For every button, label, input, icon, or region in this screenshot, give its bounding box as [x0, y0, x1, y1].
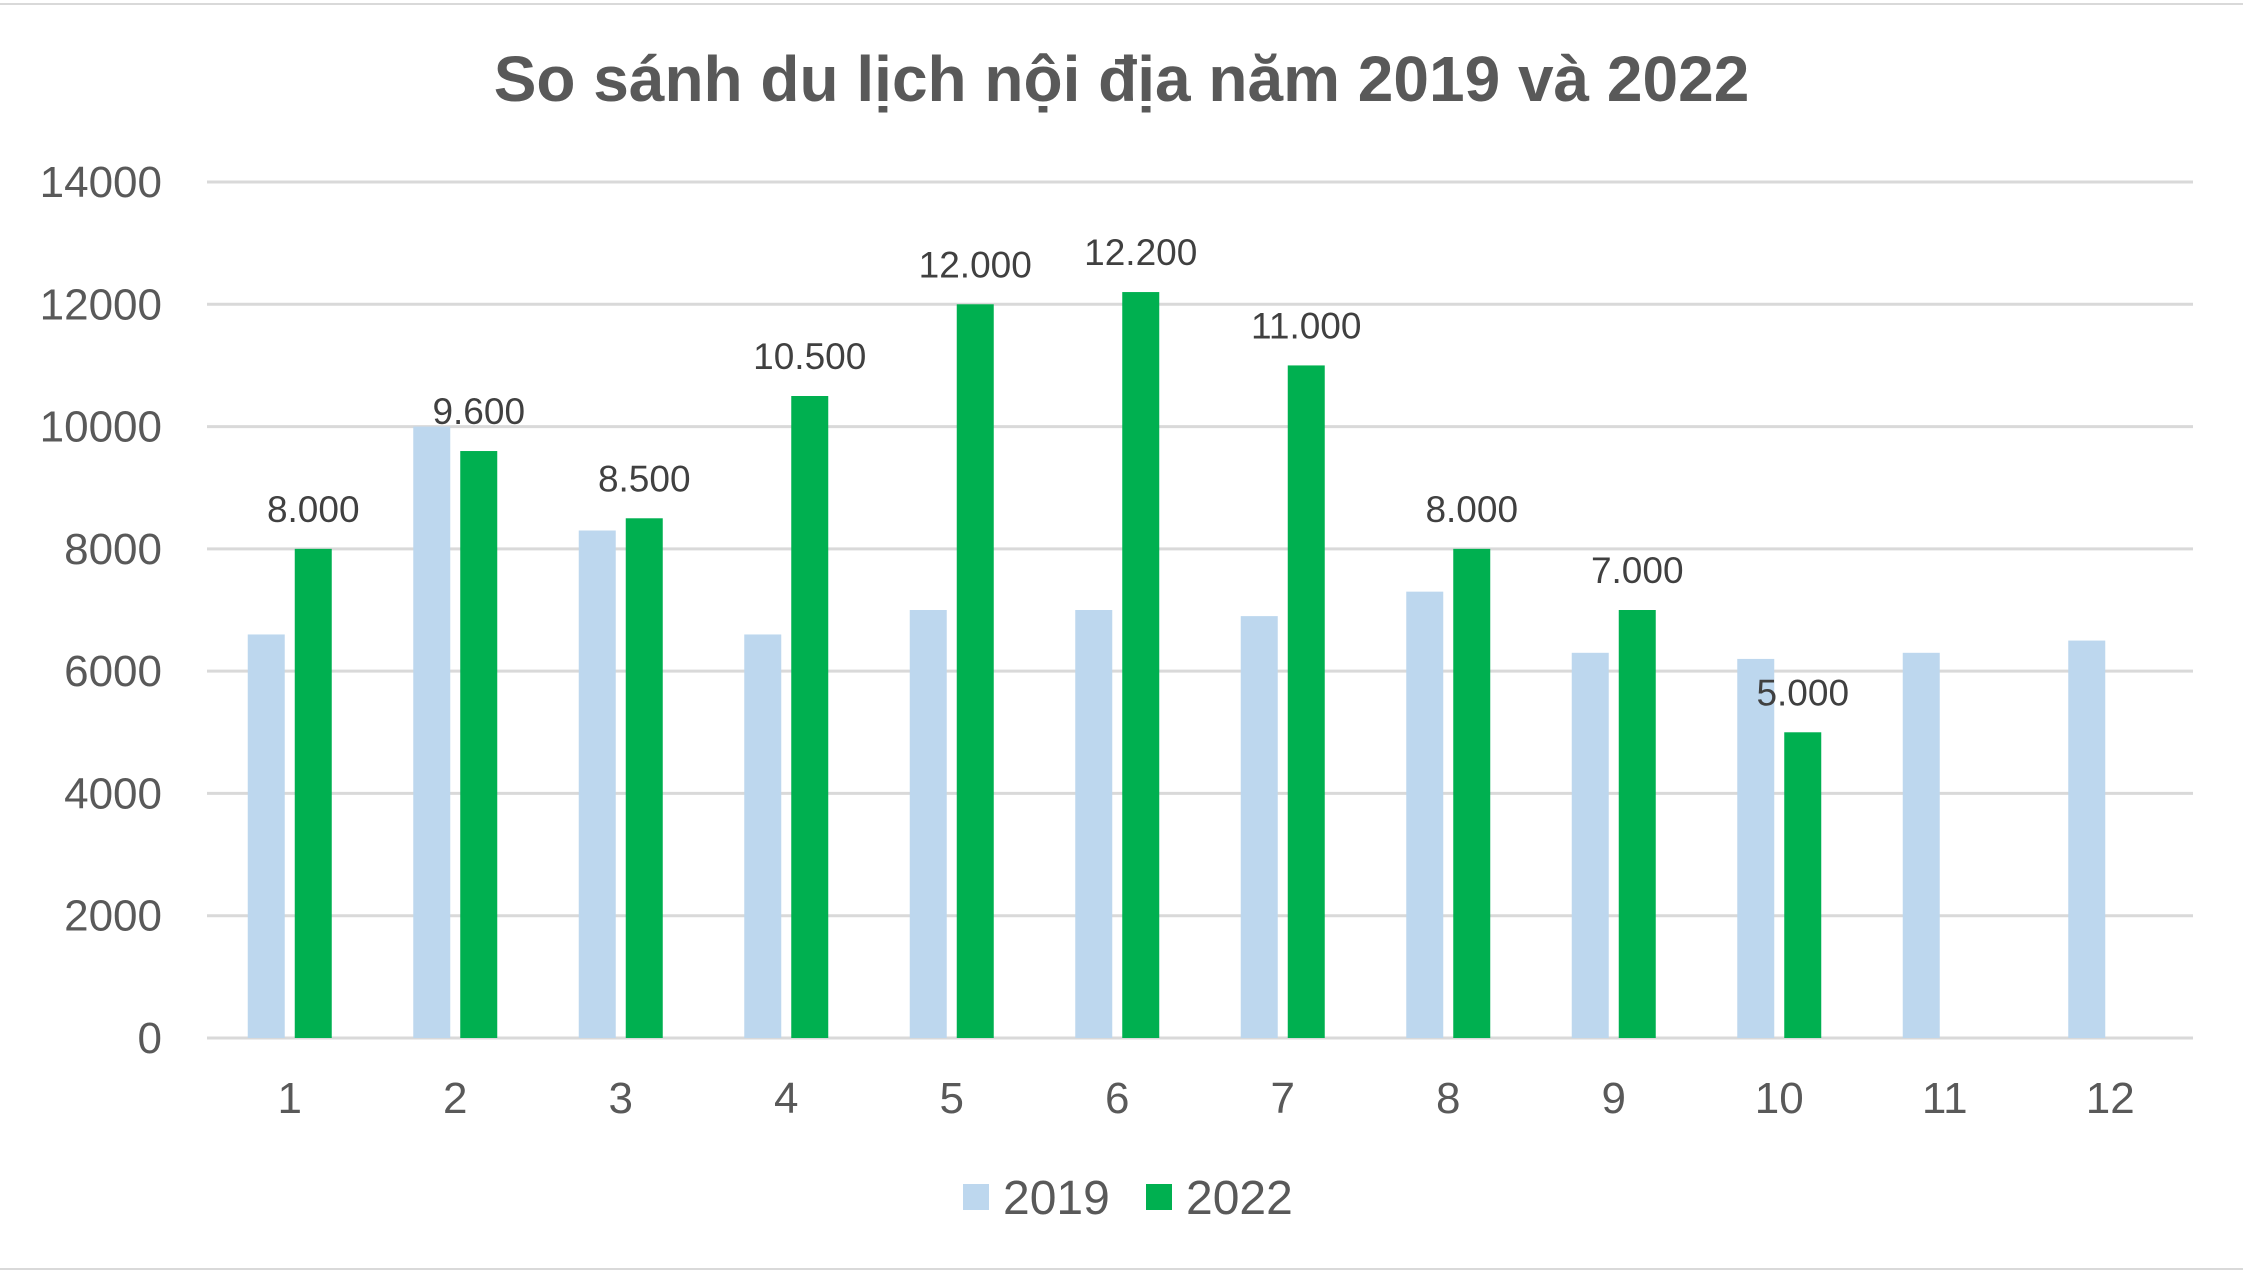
- bar-2022-9: [1618, 610, 1656, 1038]
- bar-2019-2: [413, 426, 451, 1039]
- y-tick-label: 6000: [64, 647, 162, 696]
- data-label-2022-10: 5.000: [1756, 672, 1849, 713]
- x-tick-label: 6: [1105, 1074, 1129, 1123]
- y-tick-label: 12000: [40, 280, 162, 329]
- data-label-2022-9: 7.000: [1591, 550, 1684, 591]
- x-tick-label: 7: [1271, 1074, 1295, 1123]
- bar-2019-3: [578, 530, 616, 1038]
- y-axis-ticks: 0 2000 4000 6000 8000 10000 12000 14000: [40, 158, 162, 1063]
- bar-2019-1: [247, 634, 285, 1038]
- data-label-2022-4: 10.500: [753, 336, 866, 377]
- x-axis-ticks: 1 2 3 4 5 6 7 8 9 10 11 12: [278, 1074, 2135, 1123]
- y-tick-label: 2000: [64, 892, 162, 941]
- bar-2019-8: [1406, 591, 1444, 1038]
- data-label-2022-7: 11.000: [1251, 305, 1361, 346]
- x-tick-label: 9: [1602, 1074, 1626, 1123]
- bar-2022-5: [956, 304, 994, 1038]
- data-label-2022-5: 12.000: [919, 244, 1032, 285]
- legend-swatch-2019: [963, 1184, 989, 1210]
- x-tick-label: 3: [609, 1074, 633, 1123]
- data-labels: 8.000 9.600 8.500 10.500 12.000 12.200 11.000 8…: [267, 232, 1849, 713]
- bar-2019-6: [1075, 610, 1113, 1038]
- bar-2022-7: [1287, 365, 1325, 1038]
- legend-label-2019: 2019: [1003, 1172, 1110, 1225]
- bar-2019-7: [1240, 616, 1278, 1038]
- gridlines: [207, 180, 2193, 1040]
- bar-2019-9: [1571, 652, 1609, 1038]
- bar-2022-6: [1122, 292, 1160, 1038]
- x-tick-label: 2: [443, 1074, 467, 1123]
- x-tick-label: 5: [940, 1074, 964, 1123]
- bar-2022-10: [1784, 732, 1822, 1038]
- bar-2022-1: [294, 548, 332, 1038]
- chart-title: So sánh du lịch nội địa năm 2019 và 2022: [493, 43, 1750, 115]
- bar-2022-4: [791, 396, 829, 1038]
- x-tick-label: 1: [278, 1074, 302, 1123]
- y-tick-label: 10000: [40, 403, 162, 452]
- data-label-2022-3: 8.500: [598, 458, 691, 499]
- bars: [247, 292, 2106, 1039]
- bar-2022-8: [1453, 548, 1491, 1038]
- x-tick-label: 4: [774, 1074, 798, 1123]
- y-tick-label: 8000: [64, 525, 162, 574]
- x-tick-label: 12: [2086, 1074, 2135, 1123]
- bar-2019-10: [1737, 658, 1775, 1038]
- frame-bottom-border: [0, 1268, 2243, 1270]
- bar-2022-3: [625, 518, 663, 1038]
- x-tick-label: 11: [1922, 1074, 1968, 1123]
- data-label-2022-6: 12.200: [1084, 232, 1197, 273]
- bar-2019-11: [1902, 652, 1940, 1038]
- x-tick-label: 8: [1436, 1074, 1460, 1123]
- y-tick-label: 14000: [40, 158, 162, 207]
- bar-2019-4: [744, 634, 782, 1038]
- y-tick-label: 4000: [64, 769, 162, 818]
- data-label-2022-8: 8.000: [1425, 489, 1518, 530]
- bar-2022-2: [460, 451, 498, 1038]
- data-label-2022-2: 9.600: [432, 391, 525, 432]
- legend-label-2022: 2022: [1186, 1172, 1293, 1225]
- bar-2019-5: [909, 610, 947, 1038]
- frame-top-border: [0, 3, 2243, 5]
- y-tick-label: 0: [138, 1014, 162, 1063]
- x-tick-label: 10: [1755, 1074, 1804, 1123]
- data-label-2022-1: 8.000: [267, 489, 360, 530]
- legend: 2019 2022: [963, 1172, 1293, 1225]
- bar-2019-12: [2068, 640, 2106, 1038]
- legend-swatch-2022: [1146, 1184, 1172, 1210]
